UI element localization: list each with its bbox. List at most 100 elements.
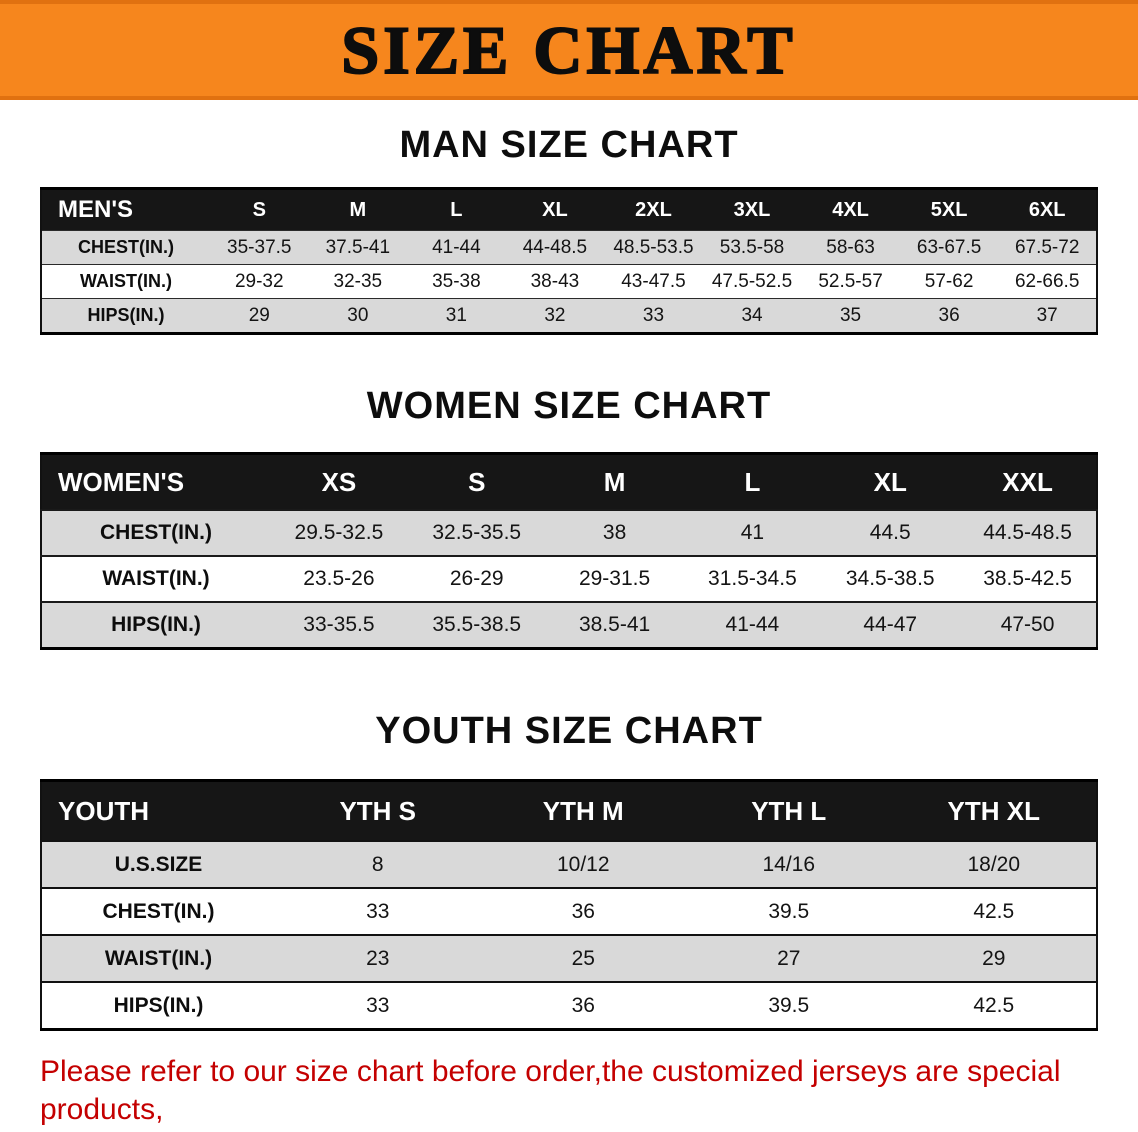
table-row: CHEST(IN.) 29.5-32.5 32.5-35.5 38 41 44.5 44.5… xyxy=(41,510,1097,556)
size-value: 29.5-32.5 xyxy=(294,521,384,544)
size-value: 39.5 xyxy=(768,993,810,1017)
women-size-chart-section: WOMEN SIZE CHART WOMEN'S XS S M L XL XXL CHEST(… xyxy=(0,335,1138,650)
size-column-header: XXL xyxy=(1002,466,1053,497)
size-column-header: YTH XL xyxy=(947,795,1040,826)
table-row: U.S.SIZE 8 10/12 14/16 18/20 xyxy=(41,841,1097,888)
size-value: 26-29 xyxy=(449,567,504,590)
size-column-header: M xyxy=(349,198,367,221)
banner: SIZE CHART xyxy=(0,0,1138,100)
size-column-header: YTH M xyxy=(542,795,624,826)
size-value: 53.5-58 xyxy=(719,236,785,258)
size-value: 38-43 xyxy=(530,270,580,292)
size-value: 38.5-41 xyxy=(578,613,651,636)
size-value: 29 xyxy=(248,304,270,326)
size-column-header: YTH L xyxy=(751,795,827,826)
table-title-cell: YOUTH xyxy=(58,795,149,826)
size-value: 33-35.5 xyxy=(303,613,375,636)
page-title: SIZE CHART xyxy=(340,11,797,89)
size-value: 18/20 xyxy=(967,852,1021,876)
size-value: 67.5-72 xyxy=(1014,236,1080,258)
size-value: 37.5-41 xyxy=(325,236,391,258)
size-column-header: S xyxy=(468,466,486,497)
table-row: CHEST(IN.) 35-37.5 37.5-41 41-44 44-48.5 48.5… xyxy=(41,230,1097,265)
size-value: 29 xyxy=(982,946,1006,970)
size-value: 35.5-38.5 xyxy=(432,613,522,636)
size-value: 63-67.5 xyxy=(916,236,982,258)
size-value: 33 xyxy=(642,304,665,326)
table-row: HIPS(IN.) 33-35.5 35.5-38.5 38.5-41 41-44 44-… xyxy=(41,602,1097,649)
size-value: 31 xyxy=(445,304,467,326)
size-value: 29-31.5 xyxy=(578,567,651,590)
size-value: 36 xyxy=(938,304,960,326)
size-value: 36 xyxy=(571,993,595,1017)
size-column-header: YTH S xyxy=(339,795,417,826)
size-column-header: XL xyxy=(542,198,568,221)
row-label: HIPS(IN.) xyxy=(111,613,201,636)
size-value: 35-37.5 xyxy=(227,236,292,258)
row-label: CHEST(IN.) xyxy=(100,521,212,544)
size-column-header: 4XL xyxy=(832,198,869,221)
size-value: 32-35 xyxy=(333,270,383,292)
size-value: 42.5 xyxy=(973,993,1015,1017)
size-value: 34 xyxy=(741,304,763,326)
size-value: 35 xyxy=(839,304,862,326)
size-value: 23 xyxy=(366,946,390,970)
man-section-title: MAN SIZE CHART xyxy=(399,124,739,166)
row-label: HIPS(IN.) xyxy=(113,993,204,1017)
table-row: WAIST(IN.) 23.5-26 26-29 29-31.5 31.5-34.5 34… xyxy=(41,556,1097,602)
table-row: HIPS(IN.) 33 36 39.5 42.5 xyxy=(41,982,1097,1030)
size-value: 62-66.5 xyxy=(1014,270,1080,292)
size-value: 35-38 xyxy=(432,270,481,292)
size-value: 29-32 xyxy=(234,270,284,292)
size-value: 14/16 xyxy=(762,852,816,876)
size-value: 57-62 xyxy=(924,270,974,292)
size-value: 44.5 xyxy=(869,521,911,544)
size-value: 41 xyxy=(740,521,765,544)
size-value: 47.5-52.5 xyxy=(711,270,793,292)
table-header-row: YOUTH YTH S YTH M YTH L YTH XL xyxy=(41,780,1097,841)
row-label: WAIST(IN.) xyxy=(104,946,213,970)
man-size-table: MEN'S S M L XL 2XL 3XL 4XL 5XL 6XL CHEST(IN.) 35-37… xyxy=(40,187,1098,335)
youth-size-chart-section: YOUTH SIZE CHART YOUTH YTH S YTH M YTH L YTH… xyxy=(0,650,1138,1031)
size-value: 23.5-26 xyxy=(303,567,375,590)
size-column-header: L xyxy=(450,198,463,221)
table-title-cell: WOMEN'S xyxy=(58,466,185,497)
size-value: 43-47.5 xyxy=(621,270,686,292)
size-column-header: 6XL xyxy=(1028,198,1066,221)
row-label: HIPS(IN.) xyxy=(87,305,165,325)
size-value: 52.5-57 xyxy=(818,270,883,292)
size-value: 39.5 xyxy=(768,899,810,923)
size-value: 38.5-42.5 xyxy=(983,567,1072,590)
size-value: 38 xyxy=(602,521,627,544)
size-value: 34.5-38.5 xyxy=(845,567,935,590)
row-label: WAIST(IN.) xyxy=(102,567,210,590)
size-value: 10/12 xyxy=(556,852,610,876)
size-value: 47-50 xyxy=(1000,613,1055,636)
size-value: 44.5-48.5 xyxy=(983,521,1072,544)
size-column-header: M xyxy=(603,466,626,497)
size-value: 33 xyxy=(366,993,390,1017)
youth-size-table: YOUTH YTH S YTH M YTH L YTH XL U.S.SIZE 8 10/12… xyxy=(40,779,1098,1031)
size-value: 41-44 xyxy=(432,236,481,258)
man-size-chart-section: MAN SIZE CHART MEN'S S M L XL 2XL 3XL 4XL 5XL 6XL… xyxy=(0,100,1138,335)
table-row: WAIST(IN.) 29-32 32-35 35-38 38-43 43-47.5 47.… xyxy=(41,264,1097,299)
size-value: 33 xyxy=(366,899,390,923)
table-title-cell: MEN'S xyxy=(58,196,134,223)
size-value: 36 xyxy=(571,899,595,923)
size-value: 30 xyxy=(347,304,369,326)
size-value: 44-47 xyxy=(863,613,918,636)
size-value: 32.5-35.5 xyxy=(432,521,522,544)
size-value: 58-63 xyxy=(826,236,875,258)
table-header-row: WOMEN'S XS S M L XL XXL xyxy=(41,453,1097,510)
size-value: 48.5-53.5 xyxy=(613,236,694,258)
row-label: CHEST(IN.) xyxy=(78,237,174,257)
size-column-header: L xyxy=(744,466,761,497)
order-notice-line1: Please refer to our size chart before or… xyxy=(40,1055,1061,1126)
size-value: 25 xyxy=(571,946,595,970)
size-column-header: XS xyxy=(321,466,357,497)
women-size-table: WOMEN'S XS S M L XL XXL CHEST(IN.) 29.5-32.5 32.5… xyxy=(40,452,1098,650)
size-value: 32 xyxy=(544,304,566,326)
size-column-header: 2XL xyxy=(635,198,672,221)
size-value: 27 xyxy=(777,946,801,970)
table-row: HIPS(IN.) 29 30 31 32 33 34 35 36 37 xyxy=(41,298,1097,334)
